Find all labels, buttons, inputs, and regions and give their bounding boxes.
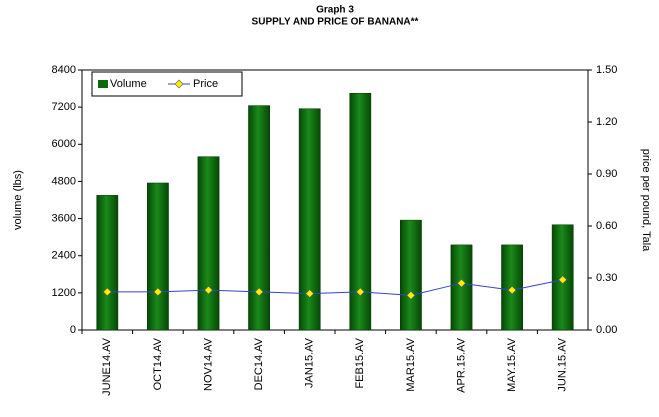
price-marker — [254, 287, 264, 297]
x-tick-label: JAN15.AV — [304, 337, 316, 388]
legend-marker — [174, 79, 184, 89]
y2-tick-label: 0.00 — [596, 324, 617, 336]
chart-title: Graph 3 — [316, 5, 354, 16]
y-tick-label: 7200 — [52, 101, 76, 113]
y-tick-label: 2400 — [52, 250, 76, 262]
x-tick-label: NOV14.AV — [202, 337, 214, 391]
bar — [349, 92, 372, 331]
price-marker — [558, 275, 568, 285]
x-tick-label: FEB15.AV — [354, 337, 366, 388]
x-tick-label: JUN.15.AV — [557, 337, 569, 391]
x-tick-label: MAY.15.AV — [506, 337, 518, 391]
legend-swatch — [98, 80, 108, 88]
y2-tick-label: 0.60 — [596, 220, 617, 232]
y-tick-label: 1200 — [52, 287, 76, 299]
price-marker — [406, 290, 416, 300]
bar — [96, 195, 119, 331]
x-tick-label: MAR15.AV — [405, 337, 417, 391]
y-tick-label: 8400 — [52, 64, 76, 76]
y-tick-label: 4800 — [52, 175, 76, 187]
y-tick-label: 3600 — [52, 212, 76, 224]
price-marker — [507, 285, 517, 295]
price-line — [107, 279, 563, 296]
bar — [147, 182, 169, 331]
x-tick-label: DEC14.AV — [253, 337, 265, 390]
y2-tick-label: 1.50 — [596, 64, 617, 76]
y-tick-label: 0 — [70, 324, 76, 336]
y2-tick-label: 1.20 — [596, 116, 617, 128]
bar — [197, 156, 220, 331]
price-marker — [305, 289, 315, 299]
price-marker — [153, 287, 163, 297]
y2-axis-label: price per pound, Tala — [640, 149, 652, 252]
bar — [298, 108, 321, 331]
legend-label: Volume — [110, 78, 147, 90]
x-tick-label: JUNE14.AV — [101, 337, 113, 396]
x-tick-label: OCT14.AV — [152, 337, 164, 390]
y-tick-label: 6000 — [52, 138, 76, 150]
price-marker — [355, 287, 365, 297]
price-marker — [102, 287, 112, 297]
price-marker — [204, 285, 213, 295]
legend-box — [91, 71, 243, 97]
price-marker — [457, 278, 466, 288]
x-tick-label: APR.15.AV — [455, 337, 467, 392]
legend-label: Price — [193, 78, 218, 90]
y2-tick-label: 0.90 — [596, 168, 617, 180]
bar — [400, 219, 422, 331]
chart-subtitle: SUPPLY AND PRICE OF BANANA** — [252, 17, 419, 28]
y2-tick-label: 0.30 — [596, 272, 617, 284]
y-axis-label: volume (lbs) — [12, 170, 24, 230]
bar — [248, 105, 270, 331]
